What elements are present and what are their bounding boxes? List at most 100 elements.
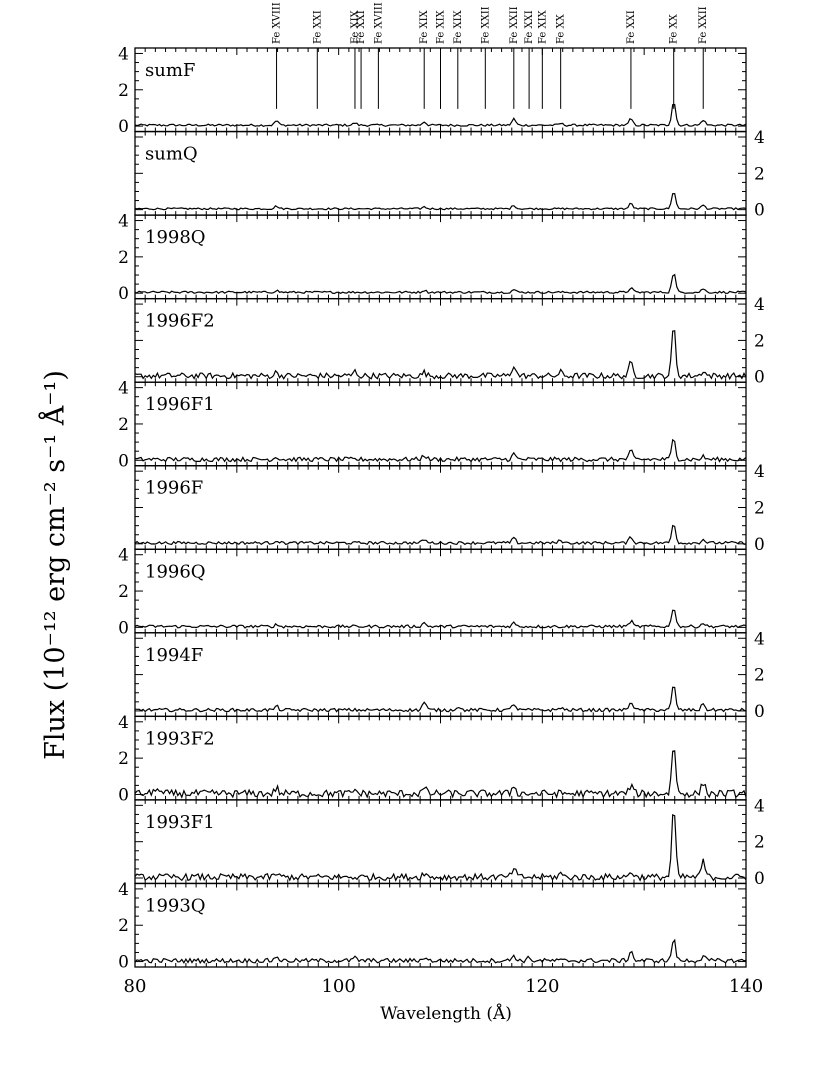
panel-name: 1996F2 (145, 311, 215, 332)
panel-name: sumQ (145, 144, 198, 165)
line-id-label: Fe XIX (350, 9, 361, 44)
line-id-label: Fe XX (669, 13, 680, 44)
line-id-label: Fe XVIII (373, 2, 384, 44)
panel-1993F1: 0 2 4 1993F1 (134, 796, 765, 889)
x-tick-label: 80 (124, 976, 147, 997)
y-tick-label: 0 (754, 368, 765, 388)
y-tick-label: 2 (118, 916, 129, 936)
panel-name: 1993F1 (145, 812, 215, 833)
panel-1994F: 0 2 4 1994F (134, 629, 765, 722)
panel-frame (134, 297, 747, 383)
line-id-label: Fe XXI (626, 10, 637, 44)
y-tick-label: 2 (754, 331, 765, 351)
x-tick-label: 120 (525, 976, 559, 997)
panel-1993Q: 0 2 4 1993Q (118, 880, 747, 973)
spectrum-line (134, 273, 747, 295)
x-axis: 80 100 120 140 (124, 976, 764, 997)
spectrum-line (134, 192, 747, 211)
line-id-label: Fe XVIII (272, 2, 283, 44)
panel-frame (134, 799, 747, 885)
panel-name: 1996Q (145, 561, 206, 582)
spectrum-line (134, 103, 747, 127)
x-axis-label: Wavelength (Å) (380, 1003, 512, 1024)
panel-1996Q: 0 2 4 1996Q (118, 546, 747, 638)
line-id-label: Fe XXII (698, 6, 709, 44)
panel-name: 1994F (145, 645, 203, 666)
y-tick-label: 4 (118, 713, 129, 733)
y-tick-label: 4 (754, 128, 765, 148)
y-tick-label: 0 (118, 953, 129, 973)
y-tick-label: 2 (118, 582, 129, 602)
panel-frame (134, 882, 747, 968)
line-id-label: Fe XXII (480, 6, 491, 44)
y-tick-label: 4 (754, 629, 765, 649)
y-tick-label: 4 (754, 295, 765, 315)
line-id-label: Fe XXI (312, 10, 323, 44)
y-tick-label: 2 (118, 415, 129, 435)
line-id-label: Fe XX (556, 13, 567, 44)
y-tick-label: 0 (754, 702, 765, 722)
line-id-label: Fe XIX (419, 9, 430, 44)
line-id-label: Fe XXI (356, 10, 367, 44)
panel-frame (134, 715, 747, 801)
y-tick-label: 4 (118, 880, 129, 900)
panel-name: 1993Q (145, 895, 206, 916)
panel-sumF: 0 2 4 sumF (118, 44, 747, 137)
line-id-label: Fe XIX (537, 9, 548, 44)
y-tick-label: 0 (754, 201, 765, 221)
panel-1998Q: 0 2 4 1998Q (118, 212, 747, 304)
y-tick-label: 4 (118, 546, 129, 566)
panel-frame (134, 632, 747, 718)
panel-frame (134, 465, 747, 550)
spectrum-line (134, 813, 747, 882)
y-tick-label: 0 (754, 535, 765, 555)
line-id-label: Fe XXI (524, 10, 535, 44)
y-tick-label: 2 (754, 666, 765, 686)
line-id-label: Fe XXII (509, 6, 520, 44)
y-tick-label: 2 (754, 164, 765, 184)
panel-name: 1993F2 (145, 728, 215, 749)
y-tick-label: 0 (754, 869, 765, 889)
y-tick-label: 4 (118, 379, 129, 399)
panel-frame (134, 548, 747, 634)
line-id-label: Fe XIX (453, 9, 464, 44)
line-id-label: Fe XIX (436, 9, 447, 44)
y-tick-label: 4 (118, 44, 129, 64)
y-tick-label: 0 (118, 785, 129, 805)
y-tick-label: 4 (118, 212, 129, 232)
panel-1993F2: 0 2 4 1993F2 (118, 713, 747, 805)
spectrum-line (134, 330, 747, 381)
y-tick-label: 0 (118, 117, 129, 137)
spectrum-line (134, 609, 747, 629)
panel-1996F: 0 2 4 1996F (134, 462, 765, 555)
panel-name: 1996F1 (145, 394, 215, 415)
spectrum-line (134, 438, 747, 463)
panel-frame (134, 381, 747, 467)
panel-name: sumF (145, 60, 195, 81)
spectrum-line (134, 524, 747, 546)
panel-1996F2: 0 2 4 1996F2 (134, 295, 765, 388)
spectra-panels: 024sumF024sumQ0241998Q0241996F20241996F1… (118, 44, 765, 972)
spectrum-line (134, 750, 747, 799)
y-tick-label: 2 (118, 248, 129, 268)
y-tick-label: 0 (118, 284, 129, 304)
spectrum-line (134, 686, 747, 713)
y-tick-label: 0 (118, 618, 129, 638)
spectrum-line (134, 938, 747, 964)
y-tick-label: 4 (754, 462, 765, 482)
panel-frame (134, 130, 747, 216)
y-tick-label: 4 (754, 796, 765, 816)
y-tick-label: 2 (118, 749, 129, 769)
x-tick-label: 100 (321, 976, 355, 997)
panel-name: 1996F (145, 478, 203, 499)
x-tick-label: 140 (729, 976, 763, 997)
y-tick-label: 2 (754, 499, 765, 519)
y-tick-label: 2 (754, 833, 765, 853)
panel-frame (134, 214, 747, 300)
panel-name: 1998Q (145, 227, 206, 248)
panel-sumQ: 0 2 4 sumQ (134, 128, 765, 221)
y-axis-label: Flux (10⁻¹² erg cm⁻² s⁻¹ Å⁻¹) (38, 370, 71, 760)
y-tick-label: 0 (118, 451, 129, 471)
